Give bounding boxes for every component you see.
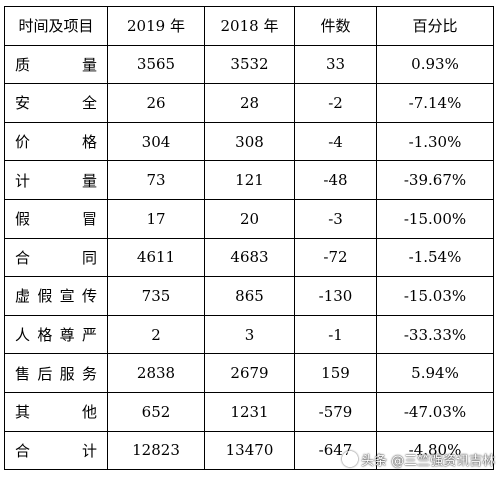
value-2019-cell: 4611	[107, 237, 205, 278]
row-category-cell: 合 计	[4, 430, 108, 471]
category-label: 虚假宣传	[15, 287, 97, 306]
count-change-cell: -72	[294, 237, 377, 278]
watermark-text: 头条 @三竺强资讯吉林	[361, 453, 496, 469]
count-change-cell: -48	[294, 160, 377, 200]
category-label: 合 同	[15, 248, 97, 267]
table-row: 质 量 3565 3532 33 0.93%	[4, 44, 494, 85]
table-row: 其 他 652 1231 -579 -47.03%	[4, 391, 494, 432]
value-2018-cell: 13470	[204, 430, 295, 471]
count-change-cell: 159	[294, 353, 377, 393]
table-row: 合 同 4611 4683 -72 -1.54%	[4, 237, 494, 278]
row-category-cell: 质 量	[4, 44, 108, 85]
category-label: 售后服务	[15, 364, 97, 383]
count-change-cell: -130	[294, 276, 377, 316]
table-row: 安 全 26 28 -2 -7.14%	[4, 83, 494, 123]
row-category-cell: 计 量	[4, 160, 108, 200]
count-change-cell: -647	[294, 430, 377, 471]
row-category-cell: 假 冒	[4, 198, 108, 239]
percentage-cell: -39.67%	[376, 160, 494, 200]
watermark: 头条 @三竺强资讯吉林	[342, 448, 495, 470]
category-label: 安 全	[15, 94, 97, 113]
table-row: 价 格 304 308 -4 -1.30%	[4, 121, 494, 162]
value-2018-cell: 3	[204, 314, 295, 355]
value-2019-cell: 3565	[107, 44, 205, 85]
count-change-cell: 33	[294, 44, 377, 85]
category-label: 价 格	[15, 133, 97, 152]
category-label: 质 量	[15, 55, 97, 74]
table-row: 虚假宣传 735 865 -130 -15.03%	[4, 276, 494, 316]
row-category-cell: 合 同	[4, 237, 108, 278]
table-row: 人格尊严 2 3 -1 -33.33%	[4, 314, 494, 355]
percentage-cell: -7.14%	[376, 83, 494, 123]
category-label: 其 他	[15, 403, 97, 422]
row-category-cell: 其 他	[4, 391, 108, 432]
value-2018-cell: 2679	[204, 353, 295, 393]
percentage-cell: 0.93%	[376, 44, 494, 85]
value-2019-cell: 73	[107, 160, 205, 200]
value-2018-cell: 28	[204, 83, 295, 123]
value-2018-cell: 3532	[204, 44, 295, 85]
category-label: 计 量	[15, 171, 97, 190]
header-category: 时间及项目	[4, 6, 108, 46]
value-2019-cell: 2838	[107, 353, 205, 393]
value-2018-cell: 865	[204, 276, 295, 316]
table-row: 计 量 73 121 -48 -39.67%	[4, 160, 494, 200]
value-2019-cell: 2	[107, 314, 205, 355]
header-count-change: 件数	[294, 6, 377, 46]
header-2018: 2018 年	[204, 6, 295, 46]
percentage-cell: -33.33%	[376, 314, 494, 355]
row-category-cell: 人格尊严	[4, 314, 108, 355]
complaint-statistics-table: 时间及项目 2019 年 2018 年 件数 百分比 质 量 3565 3532 33…	[4, 6, 494, 471]
row-category-cell: 虚假宣传	[4, 276, 108, 316]
count-change-cell: -4	[294, 121, 377, 162]
percentage-cell: -15.03%	[376, 276, 494, 316]
percentage-cell: -4.80%	[376, 430, 494, 471]
watermark-logo-icon	[342, 451, 358, 467]
table-row: 售后服务 2838 2679 159 5.94%	[4, 353, 494, 393]
count-change-cell: -579	[294, 391, 377, 432]
percentage-cell: -1.54%	[376, 237, 494, 278]
header-row: 时间及项目 2019 年 2018 年 件数 百分比	[4, 6, 494, 46]
percentage-cell: -47.03%	[376, 391, 494, 432]
value-2019-cell: 304	[107, 121, 205, 162]
row-category-cell: 价 格	[4, 121, 108, 162]
table-body: 质 量 3565 3532 33 0.93% 安 全 26 28 -2 -7.14% 价 格 304 3…	[4, 44, 494, 471]
row-category-cell: 安 全	[4, 83, 108, 123]
table-row: 假 冒 17 20 -3 -15.00%	[4, 198, 494, 239]
value-2019-cell: 12823	[107, 430, 205, 471]
category-label: 假 冒	[15, 210, 97, 229]
value-2018-cell: 308	[204, 121, 295, 162]
percentage-cell: -15.00%	[376, 198, 494, 239]
percentage-cell: 5.94%	[376, 353, 494, 393]
category-label: 人格尊严	[15, 326, 97, 345]
value-2018-cell: 4683	[204, 237, 295, 278]
row-category-cell: 售后服务	[4, 353, 108, 393]
percentage-cell: -1.30%	[376, 121, 494, 162]
header-percentage: 百分比	[376, 6, 494, 46]
category-label: 合 计	[15, 441, 97, 460]
value-2019-cell: 652	[107, 391, 205, 432]
table-header: 时间及项目 2019 年 2018 年 件数 百分比	[4, 6, 494, 46]
count-change-cell: -3	[294, 198, 377, 239]
value-2018-cell: 121	[204, 160, 295, 200]
table-row: 合 计 12823 13470 -647 -4.80%	[4, 430, 494, 471]
value-2018-cell: 1231	[204, 391, 295, 432]
value-2019-cell: 26	[107, 83, 205, 123]
value-2018-cell: 20	[204, 198, 295, 239]
header-2019: 2019 年	[107, 6, 205, 46]
value-2019-cell: 17	[107, 198, 205, 239]
count-change-cell: -1	[294, 314, 377, 355]
value-2019-cell: 735	[107, 276, 205, 316]
count-change-cell: -2	[294, 83, 377, 123]
complaint-statistics-sheet: 时间及项目 2019 年 2018 年 件数 百分比 质 量 3565 3532 33…	[4, 6, 494, 471]
